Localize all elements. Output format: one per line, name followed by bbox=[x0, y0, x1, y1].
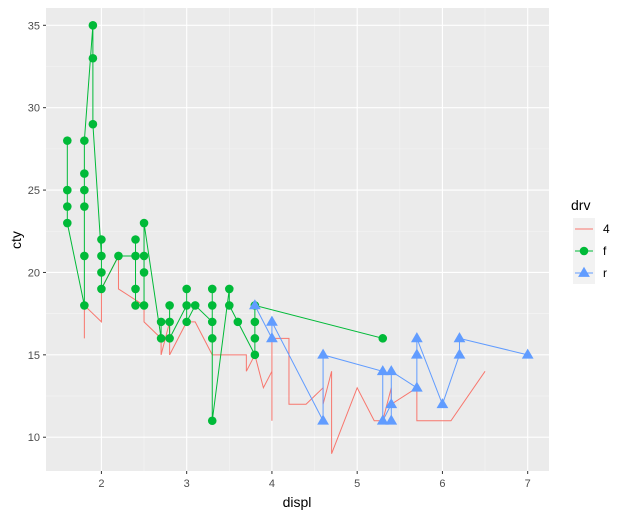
point-series-f bbox=[63, 202, 72, 211]
line-series-4 bbox=[83, 255, 486, 454]
point-series-f bbox=[97, 235, 106, 244]
point-series-f bbox=[63, 218, 72, 228]
legend-label: f bbox=[603, 244, 607, 258]
point-series-f bbox=[88, 21, 98, 30]
point-series-f bbox=[139, 268, 149, 277]
point-series-f bbox=[80, 301, 89, 310]
point-series-f bbox=[63, 136, 72, 145]
point-series-f bbox=[80, 169, 89, 178]
series-layer bbox=[63, 21, 534, 454]
point-series-r bbox=[436, 398, 449, 409]
point-series-f bbox=[97, 284, 106, 294]
point-series-r bbox=[453, 332, 466, 343]
point-series-f bbox=[80, 136, 89, 145]
point-series-r bbox=[410, 332, 423, 343]
point-series-f bbox=[165, 301, 174, 310]
x-tick-label: 6 bbox=[439, 478, 445, 490]
y-tick-label: 20 bbox=[28, 267, 40, 279]
point-series-f bbox=[250, 334, 260, 343]
y-tick-label: 10 bbox=[28, 432, 40, 444]
point-series-f bbox=[207, 334, 217, 343]
legend-title: drv bbox=[571, 197, 590, 213]
x-tick-label: 2 bbox=[98, 478, 104, 490]
point-series-r bbox=[385, 414, 398, 425]
point-series-r bbox=[410, 348, 423, 359]
series-f bbox=[63, 21, 388, 426]
series-r bbox=[248, 299, 534, 425]
point-series-r bbox=[410, 381, 423, 392]
point-series-r bbox=[248, 299, 261, 310]
x-axis: 2 3 4 5 6 7 bbox=[98, 471, 531, 490]
point-series-f bbox=[131, 251, 140, 261]
legend-item-f: f bbox=[573, 240, 607, 262]
series-4 bbox=[83, 255, 486, 454]
point-series-f bbox=[156, 317, 166, 327]
point-series-f bbox=[131, 235, 140, 244]
point-series-f bbox=[207, 317, 217, 327]
point-series-f bbox=[97, 251, 106, 261]
point-series-f bbox=[182, 301, 191, 310]
point-series-f bbox=[156, 334, 166, 343]
point-series-f bbox=[378, 334, 388, 343]
point-series-r bbox=[376, 365, 389, 376]
point-series-f bbox=[224, 301, 234, 310]
y-tick-label: 30 bbox=[28, 103, 40, 115]
point-series-f bbox=[139, 301, 149, 310]
point-series-f bbox=[88, 53, 98, 63]
point-series-r bbox=[266, 332, 278, 343]
point-series-f bbox=[182, 284, 191, 294]
point-series-f bbox=[250, 317, 260, 327]
point-series-f bbox=[131, 284, 140, 294]
legend: drv 4 fr bbox=[571, 197, 610, 284]
point-series-f bbox=[207, 301, 217, 310]
point-series-r bbox=[385, 365, 398, 376]
point-series-f bbox=[80, 202, 89, 211]
point-series-f bbox=[207, 416, 217, 426]
point-series-f bbox=[80, 185, 89, 195]
y-tick-label: 15 bbox=[28, 350, 40, 362]
legend-item-r: r bbox=[573, 262, 607, 284]
point-series-r bbox=[521, 348, 534, 359]
point-series-f bbox=[80, 251, 89, 261]
point-series-f bbox=[131, 301, 140, 310]
point-series-f bbox=[233, 317, 243, 327]
y-tick-label: 25 bbox=[28, 185, 40, 197]
point-series-f bbox=[165, 317, 174, 327]
x-tick-label: 5 bbox=[354, 478, 360, 490]
point-series-r bbox=[317, 348, 329, 359]
x-tick-label: 7 bbox=[525, 478, 531, 490]
x-tick-label: 3 bbox=[184, 478, 190, 490]
point-series-f bbox=[139, 251, 149, 261]
point-series-r bbox=[266, 315, 278, 326]
point-series-r bbox=[376, 414, 389, 425]
point-series-f bbox=[224, 284, 234, 294]
point-series-f bbox=[250, 350, 260, 360]
point-series-f bbox=[190, 301, 200, 310]
y-axis: 10 15 20 25 30 35 bbox=[28, 20, 46, 444]
legend-label: 4 bbox=[603, 222, 610, 236]
point-series-f bbox=[165, 334, 174, 343]
legend-item-4: 4 bbox=[573, 218, 610, 240]
x-tick-label: 4 bbox=[269, 478, 275, 490]
y-axis-title: cty bbox=[8, 231, 24, 249]
plot-panel bbox=[46, 8, 549, 471]
point-series-f bbox=[97, 268, 106, 277]
point-series-f bbox=[207, 284, 217, 294]
x-axis-title: displ bbox=[283, 494, 312, 510]
point-series-r bbox=[385, 398, 398, 409]
point-series-f bbox=[88, 119, 98, 129]
gridlines bbox=[46, 8, 549, 471]
point-series-r bbox=[578, 266, 590, 277]
point-series-f bbox=[182, 317, 191, 327]
point-series-f bbox=[114, 251, 123, 261]
point-series-r bbox=[453, 348, 466, 359]
legend-label: r bbox=[603, 266, 607, 280]
point-series-r bbox=[317, 414, 329, 425]
point-series-f bbox=[63, 185, 72, 195]
point-series-f bbox=[579, 246, 589, 256]
point-series-f bbox=[139, 218, 149, 228]
y-tick-label: 35 bbox=[28, 20, 40, 32]
